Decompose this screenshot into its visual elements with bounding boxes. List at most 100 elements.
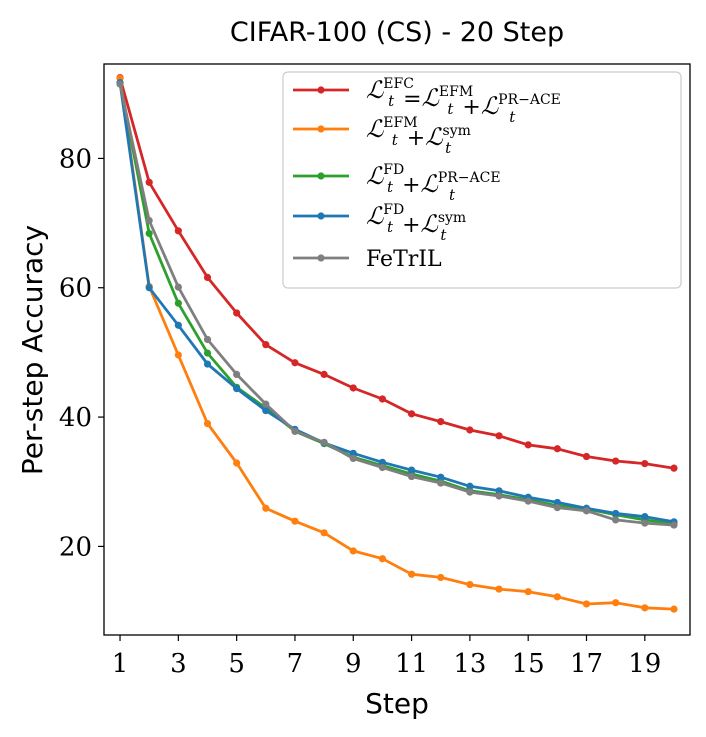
- y-tick-label: 80: [59, 144, 92, 174]
- data-point: [233, 459, 241, 467]
- data-point: [145, 284, 153, 292]
- legend-item-2: ℒFD t +ℒPR−ACE t: [293, 162, 501, 204]
- data-point: [466, 482, 474, 490]
- data-point: [612, 457, 620, 465]
- data-point: [145, 229, 153, 238]
- data-point: [262, 341, 270, 349]
- data-point: [641, 519, 649, 527]
- data-point: [378, 395, 387, 403]
- data-point: [524, 497, 532, 505]
- data-point: [320, 370, 328, 378]
- data-point: [524, 588, 532, 596]
- y-tick-label: 60: [59, 274, 92, 304]
- x-tick-label: 1: [112, 649, 129, 679]
- legend-marker: [317, 212, 325, 220]
- data-point: [407, 466, 416, 474]
- x-tick-label: 19: [628, 649, 661, 679]
- data-point: [495, 492, 503, 500]
- data-point: [437, 573, 445, 582]
- legend-item-3: ℒFD t +ℒsym t: [293, 202, 466, 244]
- legend-item-1: ℒEFM t +ℒsym t: [293, 115, 471, 157]
- data-point: [612, 599, 620, 607]
- data-point: [262, 407, 270, 415]
- data-point: [145, 178, 153, 186]
- plot-lines: [116, 73, 678, 613]
- legend-label: ℒEFC t =ℒEFM t +ℒPR−ACE t: [366, 76, 561, 126]
- legend-box: [282, 71, 682, 289]
- data-point: [349, 449, 357, 457]
- data-point: [553, 498, 561, 507]
- data-point: [407, 472, 416, 481]
- data-point: [233, 370, 241, 378]
- data-point: [349, 454, 357, 463]
- data-point: [553, 445, 561, 453]
- x-tick-label: 17: [570, 649, 603, 679]
- data-point: [670, 605, 678, 613]
- x-tick-label: 3: [170, 649, 187, 679]
- data-point: [407, 570, 416, 578]
- legend-marker: [317, 125, 325, 133]
- data-point: [145, 216, 153, 225]
- data-point: [203, 360, 212, 368]
- series-line-0: [118, 77, 675, 470]
- data-point: [174, 283, 182, 291]
- series-line-4: [118, 83, 675, 527]
- data-point: [582, 507, 591, 515]
- y-tick-label: 20: [59, 532, 92, 562]
- x-axis: 1 3 5 7 9 11 13 15 17 19: [112, 635, 661, 679]
- legend-label: ℒEFM t +ℒsym t: [366, 115, 471, 157]
- data-point: [612, 509, 620, 518]
- data-point: [262, 400, 270, 408]
- plot-frame: [103, 63, 691, 636]
- data-point: [670, 521, 678, 529]
- y-tick-label: 40: [59, 403, 92, 433]
- data-point: [116, 80, 124, 88]
- data-point: [437, 473, 445, 481]
- chart-title: CIFAR-100 (CS) - 20 Step: [230, 17, 564, 48]
- data-point: [174, 351, 182, 359]
- data-point: [320, 438, 328, 446]
- data-point: [233, 309, 241, 317]
- data-point: [320, 529, 328, 537]
- data-point: [437, 418, 445, 426]
- data-point: [203, 273, 212, 281]
- data-point: [495, 585, 503, 593]
- data-point: [466, 488, 474, 496]
- data-point: [670, 464, 678, 472]
- x-tick-label: 13: [453, 649, 486, 679]
- legend-marker: [317, 254, 325, 262]
- data-point: [291, 359, 299, 367]
- data-point: [524, 441, 532, 449]
- x-tick-label: 5: [228, 649, 245, 679]
- data-point: [495, 487, 503, 495]
- data-point: [203, 349, 212, 357]
- data-point: [378, 463, 387, 472]
- data-point: [174, 321, 182, 329]
- x-tick-label: 9: [345, 649, 362, 679]
- data-point: [349, 547, 357, 555]
- data-point: [437, 479, 445, 487]
- data-point: [203, 335, 212, 344]
- data-point: [291, 427, 299, 435]
- series-0: [116, 73, 678, 472]
- data-point: [233, 385, 241, 393]
- data-point: [291, 517, 299, 525]
- data-point: [641, 460, 649, 468]
- series-3: [116, 79, 678, 526]
- legend-item-4: FeTrIL: [293, 247, 442, 272]
- data-point: [466, 580, 474, 589]
- legend-marker: [317, 172, 325, 180]
- data-point: [174, 227, 182, 235]
- data-point: [641, 513, 649, 521]
- data-point: [262, 504, 270, 512]
- x-tick-label: 7: [287, 649, 304, 679]
- data-point: [641, 604, 649, 612]
- x-tick-label: 15: [512, 649, 545, 679]
- data-point: [203, 419, 212, 428]
- legend-item-0: ℒEFC t =ℒEFM t +ℒPR−ACE t: [293, 76, 561, 126]
- x-tick-label: 11: [395, 649, 428, 679]
- data-point: [612, 516, 620, 524]
- data-point: [582, 452, 591, 461]
